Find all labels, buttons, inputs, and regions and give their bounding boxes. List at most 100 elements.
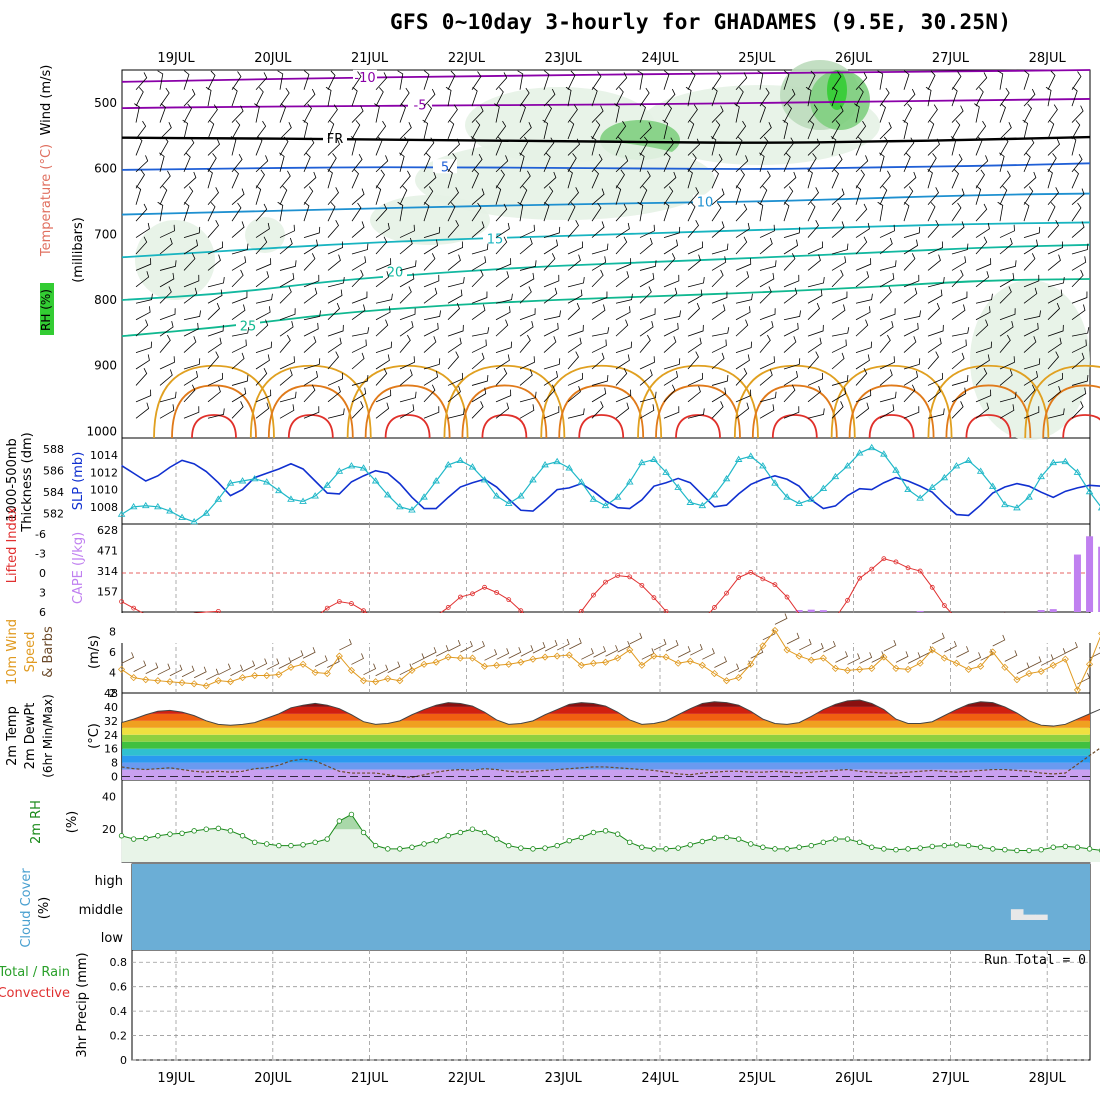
wind-barb: [687, 289, 703, 304]
wind-barb: [207, 254, 221, 271]
precip-label-convective: Convective: [0, 986, 70, 1001]
wind10m-barb: [617, 640, 631, 653]
wind-barb: [807, 302, 820, 321]
wind-barb: [207, 276, 225, 288]
wind-barb: [711, 375, 729, 386]
wind-barb: [687, 351, 699, 370]
wind-barb: [447, 385, 461, 403]
wind-barb: [711, 86, 718, 107]
wind-barb: [639, 308, 656, 321]
wind-barb: [782, 119, 789, 140]
wind-barb: [135, 155, 149, 173]
wind-barb: [783, 186, 794, 205]
wind-barb: [207, 302, 220, 321]
wind10m-tick: 2: [109, 687, 116, 700]
wind-barb: [759, 103, 766, 123]
wind-barb: [135, 293, 153, 304]
cape-bar: [1037, 610, 1045, 612]
contour-label: 25: [240, 319, 257, 334]
contour-label-bg: [408, 97, 432, 112]
wind10m-point: [130, 674, 138, 682]
wind-barb: [903, 274, 920, 288]
wind-barb: [663, 253, 676, 271]
wind-barb: [927, 276, 945, 288]
wind-barb: [255, 341, 272, 353]
wind-barb: [783, 239, 799, 255]
wind-barb: [663, 226, 681, 238]
wind-barb: [1071, 120, 1081, 140]
wind-barb: [711, 188, 725, 206]
wind-barb: [663, 287, 678, 304]
wind-barb: [1047, 219, 1059, 238]
wind-barb: [207, 187, 219, 205]
wind-barb: [662, 119, 669, 140]
thickness-point: [420, 493, 428, 500]
wind10m-point: [819, 654, 827, 662]
rh2m-point: [409, 844, 415, 850]
wind-barb: [207, 241, 224, 255]
lifted-index-point: [724, 590, 729, 596]
thickness-point: [867, 443, 876, 451]
rh2m-point: [215, 825, 222, 832]
wind-barb: [999, 87, 1010, 107]
wind-barb: [279, 321, 294, 337]
wind-barb: [519, 404, 535, 419]
cloud-level-middle: middle: [79, 903, 123, 918]
wind10m-point: [638, 661, 646, 669]
wind-barb: [735, 136, 743, 156]
wind-barb: [255, 185, 262, 205]
wind-barb: [375, 271, 390, 288]
wind-barb: [543, 186, 554, 205]
rh2m-point: [155, 833, 161, 839]
wind-barb: [279, 237, 293, 255]
wind10m-point: [722, 677, 731, 685]
wind-barb: [303, 274, 320, 288]
wind10m-point: [856, 665, 864, 673]
y-label-2m-dewpt: 2m DewPt: [23, 703, 38, 770]
wind-barb: [591, 352, 605, 370]
wind10m-point: [238, 674, 247, 682]
wind10m-barb: [556, 638, 570, 651]
date-label-top: 26JUL: [835, 51, 873, 66]
wind10m-barb: [859, 652, 873, 664]
wind10m-point: [444, 653, 452, 661]
wind-barb: [279, 87, 290, 107]
rh2m-point: [893, 847, 899, 853]
wind10m-barb: [448, 639, 461, 652]
temp-tick: 0: [111, 771, 118, 784]
boundary-layer-contour: [364, 384, 451, 439]
wind-barb: [471, 105, 484, 123]
wind-barb: [831, 71, 842, 90]
date-labels: 19JUL 19JUL 20JUL 20JUL 21JUL 21JUL 22JUL 22JUL…: [157, 51, 1066, 1086]
wind-barb: [615, 87, 624, 107]
wind-barb: [231, 387, 247, 403]
wind-barb: [567, 372, 584, 386]
wind-barb: [975, 402, 990, 419]
wind-barb: [471, 269, 484, 288]
wind-barb: [351, 154, 363, 173]
wind-barb: [399, 185, 408, 205]
boundary-layer-contour: [267, 384, 354, 439]
wind-barb: [1023, 201, 1030, 222]
wind10m-point: [480, 662, 489, 670]
wind-barb: [351, 401, 364, 419]
wind-barb: [1047, 276, 1065, 288]
wind-barb: [1023, 310, 1042, 321]
thickness-point: [819, 484, 828, 491]
wind-barb: [783, 310, 802, 321]
wind10m-barb: [798, 638, 812, 651]
wind-barb: [711, 202, 722, 222]
contour-label: 20: [387, 265, 404, 280]
contour-label-bg: [693, 194, 717, 209]
wind-barb: [303, 384, 316, 403]
wind-barb: [1047, 289, 1063, 304]
wind-barb: [399, 308, 416, 321]
thickness-point: [710, 491, 719, 498]
wind-barb: [135, 258, 152, 271]
rh2m-point: [796, 844, 802, 850]
rh2m-point: [1026, 847, 1032, 854]
wind-barb: [423, 201, 430, 222]
wind-barb: [927, 289, 943, 304]
wind-barb: [375, 293, 393, 304]
